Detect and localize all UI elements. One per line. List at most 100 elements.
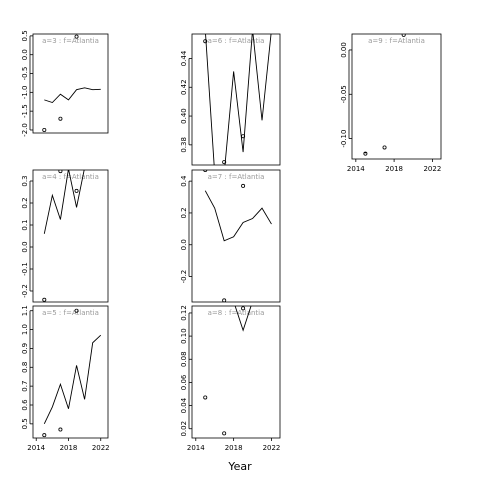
y-tick-label: 0.06 xyxy=(180,374,188,390)
y-tick-label: -0.10 xyxy=(340,130,348,148)
y-tick-label: 0.0 xyxy=(180,239,188,250)
y-tick-label: 0.7 xyxy=(21,381,29,392)
x-tick-label: 2022 xyxy=(263,444,281,452)
y-tick-label: 0.08 xyxy=(180,351,188,367)
panel-frame xyxy=(191,305,281,439)
data-point xyxy=(42,433,47,438)
panel-3: a=9 : f=Atlantia 0.00 -0.05 -0.10 2014 2018 20… xyxy=(340,33,442,173)
x-tick-label: 2014 xyxy=(347,165,365,173)
y-tick-label: -1.0 xyxy=(21,86,29,100)
y-tick-label: 0.5 xyxy=(21,418,29,429)
series-line xyxy=(204,190,272,242)
panel-6: a=5 : f=Atlantia 1.1 1.0 0.9 0.8 0.7 0.6 0.5 201… xyxy=(21,305,110,452)
y-tick-label: 0.02 xyxy=(180,421,188,437)
data-point xyxy=(203,395,208,400)
data-point xyxy=(222,298,227,302)
data-point xyxy=(58,116,63,121)
panel-frame xyxy=(351,33,442,160)
y-tick-label: 1.0 xyxy=(21,324,29,335)
y-tick-label: 0.04 xyxy=(180,397,188,413)
data-point xyxy=(203,39,208,44)
y-tick-label: 0.10 xyxy=(180,328,188,344)
panel-plot-area xyxy=(42,308,102,438)
y-tick-label: 0.1 xyxy=(21,219,29,230)
panel-frame xyxy=(191,33,281,166)
panel-plot-area xyxy=(42,170,85,302)
data-point xyxy=(74,34,79,39)
y-tick-label: 0.8 xyxy=(21,362,29,373)
data-point xyxy=(42,127,47,132)
panel-strip-label: a=8 : f=Atlantia xyxy=(208,309,265,317)
panel-1: a=3 : f=Atlantia 0.5 0.0 -0.5 -1.0 -1.5 -2.0 xyxy=(21,30,109,137)
panel-plot-area xyxy=(203,34,272,165)
panel-frame xyxy=(32,169,109,303)
data-point xyxy=(241,134,246,139)
y-tick-label: 0.9 xyxy=(21,343,29,354)
panel-strip-label: a=5 : f=Atlantia xyxy=(42,309,99,317)
data-point xyxy=(58,427,63,432)
data-point xyxy=(203,170,208,172)
y-tick-label: 0.42 xyxy=(180,79,188,95)
y-tick-label: -2.0 xyxy=(21,123,29,137)
y-tick-label: -0.05 xyxy=(340,85,348,103)
panel-plot-area xyxy=(203,170,272,302)
panel-frame xyxy=(191,169,281,303)
x-tick-label: 2018 xyxy=(60,444,78,452)
data-point xyxy=(241,183,246,188)
panel-frame xyxy=(32,33,109,134)
panel-plot-area xyxy=(363,34,406,156)
panel-plot-area xyxy=(203,306,252,436)
data-point xyxy=(222,160,227,165)
series-line xyxy=(234,306,252,332)
y-tick-label: 0.2 xyxy=(21,197,29,208)
y-tick-label: 0.0 xyxy=(21,241,29,252)
y-tick-label: 1.1 xyxy=(21,305,29,316)
y-tick-label: -0.2 xyxy=(21,284,29,298)
data-point xyxy=(241,306,246,311)
data-point xyxy=(74,188,79,193)
data-point xyxy=(58,170,63,174)
data-point xyxy=(401,34,406,37)
x-tick-label: 2018 xyxy=(225,444,243,452)
series-line xyxy=(44,87,101,104)
y-tick-label: 0.6 xyxy=(21,399,29,411)
x-axis-title: Year xyxy=(227,460,252,473)
y-tick-label: 0.4 xyxy=(180,175,188,187)
panel-strip-label: a=3 : f=Atlantia xyxy=(42,37,99,45)
y-tick-label: 0.12 xyxy=(180,305,188,321)
x-tick-label: 2014 xyxy=(27,444,45,452)
panel-2: a=6 : f=Atlantia 0.44 0.42 0.40 0.38 xyxy=(180,33,281,166)
y-tick-label: 0.0 xyxy=(21,49,29,60)
series-line xyxy=(205,34,272,165)
panel-7: a=8 : f=Atlantia 0.12 0.10 0.08 0.06 0.04 0.02… xyxy=(180,305,281,452)
y-tick-label: 0.40 xyxy=(180,108,188,124)
y-tick-label: 0.2 xyxy=(180,207,188,218)
panel-5: a=7 : f=Atlantia 0.4 0.2 0.0 -0.2 xyxy=(180,169,281,303)
data-point xyxy=(363,151,368,156)
panel-strip-label: a=6 : f=Atlantia xyxy=(208,37,265,45)
y-tick-label: -0.5 xyxy=(21,67,29,81)
data-point xyxy=(42,297,47,302)
data-point xyxy=(222,431,227,436)
y-tick-label: 0.00 xyxy=(340,42,348,58)
facet-panels: a=3 : f=Atlantia0.50.0-0.5-1.0-1.5-2.0a=… xyxy=(21,30,442,452)
x-tick-label: 2014 xyxy=(187,444,205,452)
y-tick-label: 0.5 xyxy=(21,30,29,41)
y-tick-label: -1.5 xyxy=(21,104,29,118)
y-tick-label: 0.38 xyxy=(180,137,188,153)
y-tick-label: 0.44 xyxy=(180,50,188,66)
panel-strip-label: a=7 : f=Atlantia xyxy=(208,173,265,181)
y-tick-label: 0.3 xyxy=(21,175,29,186)
data-point xyxy=(74,308,79,313)
x-tick-label: 2022 xyxy=(423,165,441,173)
panel-strip-label: a=9 : f=Atlantia xyxy=(368,37,425,45)
series-line xyxy=(43,334,102,425)
x-tick-label: 2022 xyxy=(92,444,110,452)
y-tick-label: -0.2 xyxy=(180,270,188,284)
y-tick-label: -0.1 xyxy=(21,262,29,276)
x-tick-label: 2018 xyxy=(385,165,403,173)
panel-plot-area xyxy=(42,34,101,132)
